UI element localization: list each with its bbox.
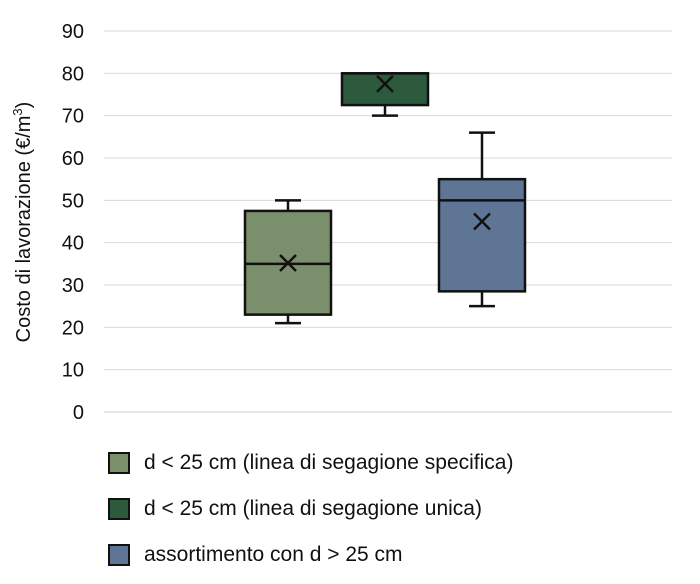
y-tick-label: 60 [62,148,84,170]
legend-swatch [108,452,130,474]
y-tick-label: 50 [62,190,84,212]
box-1 [243,199,333,325]
y-tick-label: 70 [62,106,84,128]
boxes [243,72,527,325]
y-tick-label: 80 [62,63,84,85]
legend-swatch [108,544,130,566]
iqr-box [437,177,527,293]
y-axis-label: Costo di lavorazione (€/m3) [10,102,35,343]
y-axis-ticks: 0 10 20 30 40 50 60 70 80 90 [62,21,84,424]
y-tick-label: 10 [62,360,84,382]
y-tick-label: 40 [62,233,84,255]
box-plot-chart: 0 10 20 30 40 50 60 70 80 90 Costo di lavorazione… [10,21,672,424]
legend-item-1: d < 25 cm (linea di segagione specifica) [108,440,513,486]
y-tick-label: 30 [62,275,84,297]
y-tick-label: 20 [62,317,84,339]
box-3 [437,131,527,308]
legend-label: d < 25 cm (linea di segagione unica) [144,497,482,520]
legend-item-2: d < 25 cm (linea di segagione unica) [108,486,513,532]
legend: d < 25 cm (linea di segagione specifica)… [108,440,513,578]
y-tick-label: 90 [62,21,84,43]
mean-marker [473,212,491,231]
iqr-box [340,72,430,107]
box-2 [340,72,430,117]
legend-item-3: assortimento con d > 25 cm [108,532,513,578]
legend-label: assortimento con d > 25 cm [144,543,403,566]
y-tick-label: 0 [73,402,84,424]
mean-marker [376,75,394,93]
legend-swatch [108,498,130,520]
legend-label: d < 25 cm (linea di segagione specifica) [144,451,514,474]
mean-marker [279,254,297,272]
